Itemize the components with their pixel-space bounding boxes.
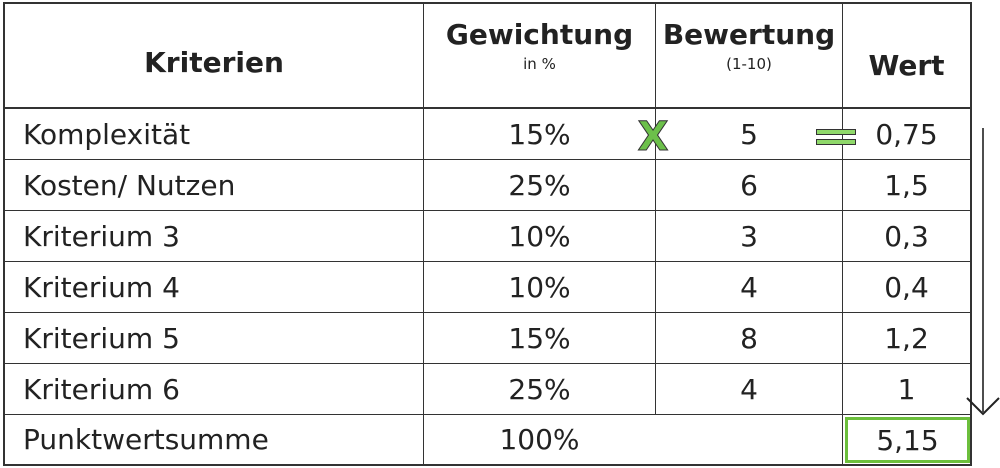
total-score-box: 5,15 (845, 417, 970, 463)
criterion-label: Kriterium 6 (23, 372, 180, 406)
grid-line (3, 464, 971, 466)
weight-value: 25% (508, 168, 571, 202)
grid-line (3, 363, 971, 364)
criterion-label: Kriterium 5 (23, 321, 180, 355)
multiply-sign: X (637, 114, 669, 160)
rating-value: 4 (740, 270, 758, 304)
rating-value: 6 (740, 168, 758, 202)
header-wert: Wert (868, 49, 945, 82)
grid-line (842, 2, 843, 466)
summary-weight: 100% (499, 423, 580, 456)
header-bewertung-title: Bewertung (662, 18, 836, 51)
grid-line (3, 414, 971, 415)
header-gewichtung-unit: in % (523, 55, 556, 73)
arrow-down-icon (966, 128, 1000, 416)
criterion-label: Kriterium 3 (23, 219, 180, 253)
score-value: 1 (897, 372, 916, 406)
weight-value: 15% (508, 117, 571, 151)
total-score-value: 5,15 (876, 423, 939, 457)
grid-line (970, 2, 972, 466)
grid-line (655, 2, 656, 414)
grid-line (3, 159, 971, 160)
weight-value: 10% (508, 270, 571, 304)
grid-line (3, 2, 5, 466)
rating-value: 5 (740, 117, 758, 151)
header-kriterien: Kriterien (144, 46, 284, 79)
score-value: 1,2 (884, 321, 929, 355)
rating-value: 4 (740, 372, 758, 406)
score-value: 0,3 (884, 219, 929, 253)
grid-line (3, 2, 971, 4)
header-gewichtung: Gewichtung in % (424, 4, 655, 107)
grid-line (3, 210, 971, 211)
score-value: 0,4 (884, 270, 929, 304)
criterion-label: Kosten/ Nutzen (23, 168, 236, 202)
grid-line (423, 2, 424, 466)
header-bewertung: Bewertung (1-10) (656, 4, 842, 107)
rating-value: 3 (740, 219, 758, 253)
summary-label: Punktwertsumme (23, 423, 269, 456)
weight-value: 25% (508, 372, 571, 406)
grid-line (3, 107, 971, 109)
grid-line (3, 261, 971, 262)
equals-sign-icon (816, 126, 856, 148)
rating-value: 8 (740, 321, 758, 355)
weight-value: 10% (508, 219, 571, 253)
criterion-label: Kriterium 4 (23, 270, 180, 304)
score-value: 1,5 (884, 168, 929, 202)
header-gewichtung-title: Gewichtung (445, 18, 634, 51)
grid-line (3, 312, 971, 313)
score-value: 0,75 (875, 117, 938, 151)
header-bewertung-scale: (1-10) (726, 55, 772, 73)
weight-value: 15% (508, 321, 571, 355)
criterion-label: Komplexität (23, 117, 191, 151)
